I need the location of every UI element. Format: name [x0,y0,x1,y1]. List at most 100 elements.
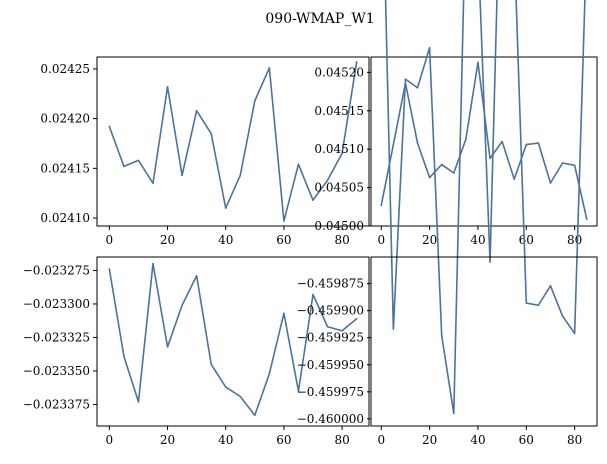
x-tick-label: 20 [422,433,437,447]
data-point [501,140,503,143]
data-point [489,261,491,263]
data-point [152,182,154,185]
y-tick-label: −0.023275 [23,263,90,277]
data-point [268,67,271,69]
data-point [537,304,540,307]
x-tick-label: 40 [470,233,485,247]
x-tick-label: 40 [218,233,233,247]
x-tick-label: 0 [377,233,385,247]
data-point [181,174,183,177]
data-point [513,178,516,180]
x-tick-label: 40 [470,433,485,447]
data-point [195,109,198,112]
data-point [268,372,271,375]
subplot-4: 0 20 40 60 80 −0.460000 −0.459975 −0.459950 −0.4… [297,0,598,447]
series-line-4 [384,0,586,415]
x-tick-label: 20 [160,233,175,247]
data-point [355,317,358,320]
subplot-3: 0 20 40 60 80 −0.023375 −0.023350 −0.023325 −0.0… [23,256,370,447]
axes-frame [96,256,370,427]
y-tick-label: −0.460000 [297,412,364,426]
x-tick-label: 80 [567,433,582,447]
y-tick-label: −0.459925 [297,331,364,345]
data-point [224,207,227,209]
data-point [224,386,227,388]
x-tick-label: 60 [276,233,291,247]
data-point [404,78,407,80]
data-point [452,412,455,415]
data-point [312,293,314,296]
data-point [573,164,576,167]
x-tick-label: 0 [377,433,385,447]
data-point [283,312,285,315]
x-tick-label: 80 [334,233,349,247]
series-line-1 [108,61,358,222]
x-tick-label: 60 [276,433,291,447]
data-point [489,157,491,160]
figure-title: 090-WMAP_W1 [265,11,374,27]
data-point [297,163,300,166]
y-tick-label: 0.04505 [314,181,364,195]
data-point [152,262,154,265]
x-tick-label: 60 [519,433,534,447]
data-point [123,165,125,168]
y-tick-label: −0.459900 [297,304,364,318]
y-tick-label: −0.023325 [23,330,90,344]
x-tick-label: 20 [422,233,437,247]
data-point [440,163,443,166]
subplot-2: 0 20 40 60 800.045000.045050.045100.045150.0… [314,56,598,247]
data-point [166,86,169,88]
y-tick-label: 0.02420 [40,112,90,126]
data-point [549,284,552,287]
data-point [392,143,395,146]
y-tick-label: 0.04515 [314,104,364,118]
data-point [195,274,198,277]
y-tick-label: 0.02410 [40,211,90,225]
series-line-3 [108,262,358,417]
axes-frame [370,56,598,227]
data-point [477,61,479,64]
y-tick-label: 0.04500 [314,219,364,233]
y-tick-label: −0.023300 [23,297,90,311]
y-tick-label: 0.04510 [314,142,364,156]
subplots-grid: 0 20 40 60 80 0.02410 0.02415 0.02420 0.02425 0 20… [23,0,598,447]
data-point [341,329,343,332]
data-point [428,46,431,49]
data-point [254,99,256,102]
data-point [585,218,588,220]
data-point [181,304,183,307]
data-point [392,328,395,330]
data-point [312,199,314,201]
y-tick-label: −0.459950 [297,358,364,372]
data-point [210,363,212,366]
data-point [416,142,419,144]
data-point [341,152,343,155]
y-tick-label: −0.459875 [297,277,364,291]
data-point [297,390,300,392]
x-tick-label: 0 [106,233,114,247]
x-tick-label: 80 [334,433,349,447]
subplot-1: 0 20 40 60 80 0.02410 0.02415 0.02420 0.02425 [40,56,370,247]
data-point [525,302,528,304]
data-point [108,125,111,128]
data-point [561,162,564,164]
data-point [166,346,169,348]
y-tick-label: −0.459975 [297,385,364,399]
data-point [525,143,528,146]
data-point [452,172,455,174]
x-tick-label: 40 [218,433,233,447]
data-point [137,159,140,162]
data-point [561,315,564,317]
data-point [465,138,467,140]
data-point [123,355,125,358]
data-point [440,334,443,337]
data-point [355,61,358,63]
x-tick-label: 60 [519,233,534,247]
y-tick-label: −0.023350 [23,364,90,378]
data-point [254,414,256,417]
y-tick-label: 0.02415 [40,161,90,175]
data-point [210,132,212,135]
y-tick-label: −0.023375 [23,398,90,412]
axes-frame [96,56,370,227]
